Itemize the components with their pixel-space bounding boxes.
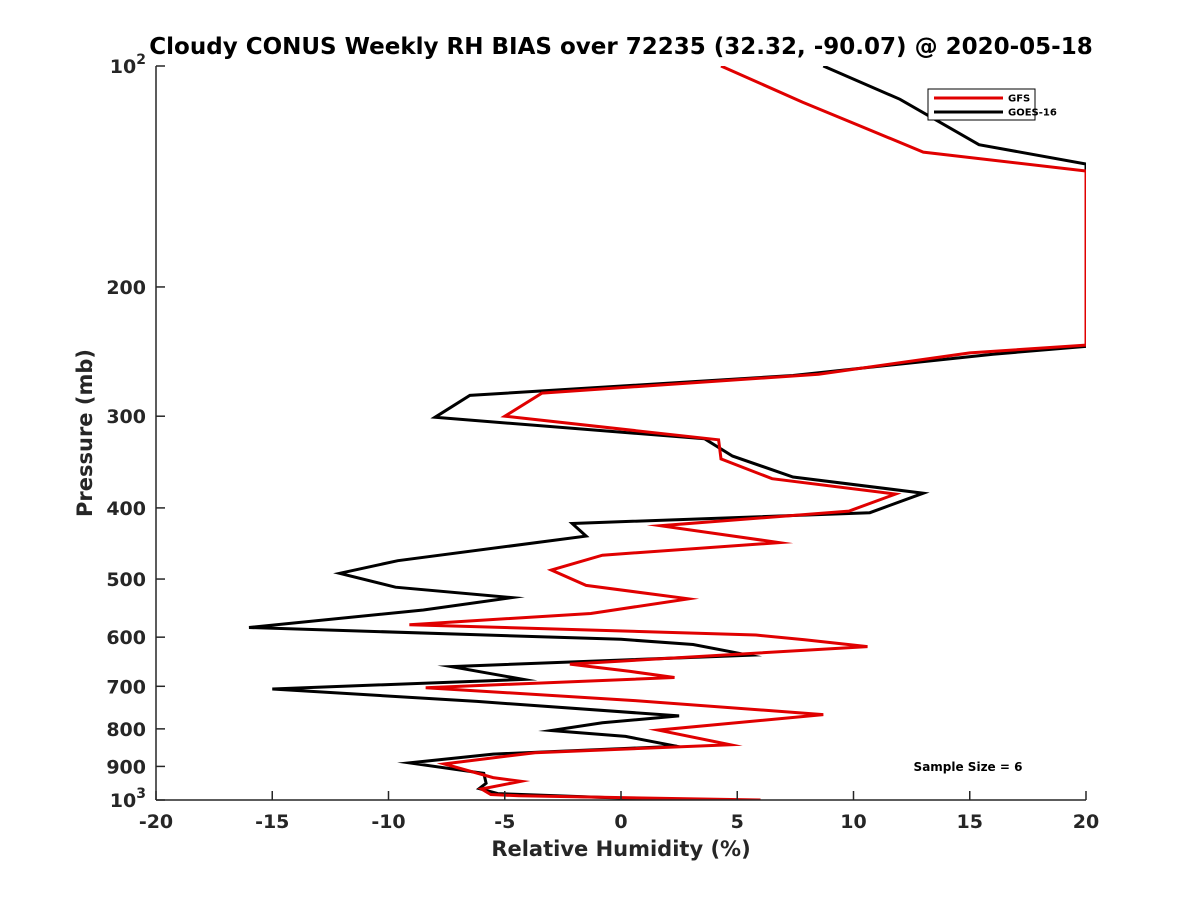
x-tick-label: 5	[731, 811, 744, 833]
x-tick-label: 10	[840, 811, 866, 833]
y-tick-label: 400	[106, 498, 146, 520]
series-line-gfs	[409, 66, 1086, 800]
y-tick-label: 500	[106, 569, 146, 591]
axes-layer: -20 -15 -10 -5 0 5 10 15 20 102 200 300 400 500 600 700…	[106, 52, 1099, 833]
legend-label-gfs: GFS	[1008, 94, 1030, 105]
chart-title: Cloudy CONUS Weekly RH BIAS over 72235 (…	[149, 34, 1092, 60]
y-tick-label: 900	[106, 756, 146, 778]
x-tick-label: -10	[371, 811, 405, 833]
y-axis-label: Pressure (mb)	[73, 349, 97, 517]
y-tick-label: 300	[106, 406, 146, 428]
y-tick-label: 103	[110, 786, 146, 812]
y-tick-label: 600	[106, 627, 146, 649]
x-tick-label: 15	[957, 811, 983, 833]
plot-area: -20 -15 -10 -5 0 5 10 15 20 102 200 300 400 500 600 700…	[106, 52, 1099, 833]
x-tick-label: -15	[255, 811, 289, 833]
x-tick-label: 20	[1073, 811, 1099, 833]
x-tick-label: -20	[139, 811, 173, 833]
x-tick-label: -5	[494, 811, 515, 833]
y-tick-label: 102	[110, 52, 146, 78]
y-tick-label: 200	[106, 277, 146, 299]
legend: GFS GOES-16	[927, 88, 1057, 121]
legend-box	[927, 88, 1036, 121]
x-tick-label: 0	[614, 811, 627, 833]
sample-size-annotation: Sample Size = 6	[914, 760, 1023, 774]
y-tick-label: 700	[106, 676, 146, 698]
series-layer	[248, 66, 1086, 800]
legend-label-goes-16: GOES-16	[1008, 108, 1057, 119]
y-tick-label: 800	[106, 719, 146, 741]
x-axis-label: Relative Humidity (%)	[491, 837, 750, 861]
